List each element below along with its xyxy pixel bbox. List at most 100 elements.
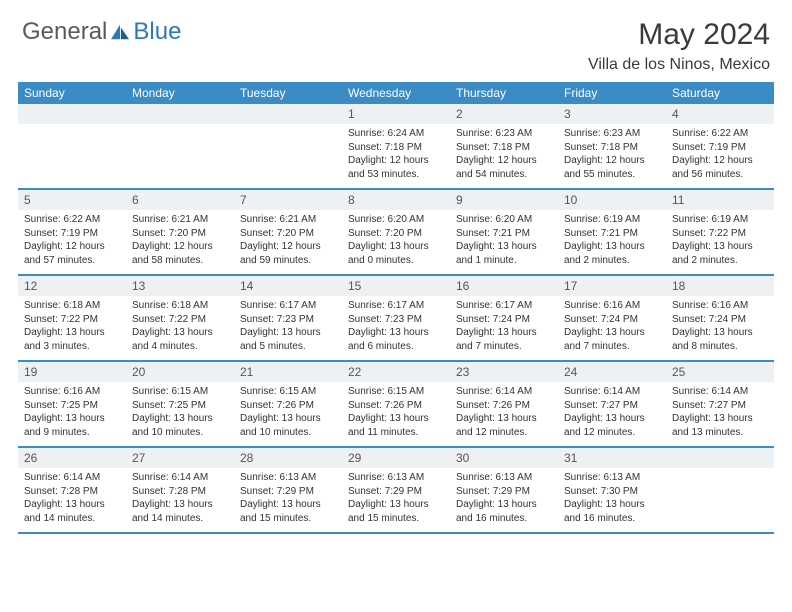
day-body: Sunrise: 6:20 AMSunset: 7:20 PMDaylight:… (342, 210, 450, 271)
day-cell: 23Sunrise: 6:14 AMSunset: 7:26 PMDayligh… (450, 362, 558, 446)
day-cell: 22Sunrise: 6:15 AMSunset: 7:26 PMDayligh… (342, 362, 450, 446)
day-cell: 14Sunrise: 6:17 AMSunset: 7:23 PMDayligh… (234, 276, 342, 360)
day-number: 24 (558, 362, 666, 382)
day-cell: 13Sunrise: 6:18 AMSunset: 7:22 PMDayligh… (126, 276, 234, 360)
weekday-thursday: Thursday (450, 82, 558, 104)
day-number: 1 (342, 104, 450, 124)
day-body: Sunrise: 6:13 AMSunset: 7:29 PMDaylight:… (450, 468, 558, 529)
day-number: 17 (558, 276, 666, 296)
weeks-container: 1Sunrise: 6:24 AMSunset: 7:18 PMDaylight… (18, 104, 774, 534)
weekday-header-row: SundayMondayTuesdayWednesdayThursdayFrid… (18, 82, 774, 104)
day-cell: 8Sunrise: 6:20 AMSunset: 7:20 PMDaylight… (342, 190, 450, 274)
day-body: Sunrise: 6:14 AMSunset: 7:28 PMDaylight:… (126, 468, 234, 529)
day-number: 11 (666, 190, 774, 210)
day-cell: 26Sunrise: 6:14 AMSunset: 7:28 PMDayligh… (18, 448, 126, 532)
weekday-saturday: Saturday (666, 82, 774, 104)
day-number: 22 (342, 362, 450, 382)
weekday-monday: Monday (126, 82, 234, 104)
day-body: Sunrise: 6:16 AMSunset: 7:25 PMDaylight:… (18, 382, 126, 443)
week-row: 1Sunrise: 6:24 AMSunset: 7:18 PMDaylight… (18, 104, 774, 190)
day-cell: 3Sunrise: 6:23 AMSunset: 7:18 PMDaylight… (558, 104, 666, 188)
day-number (126, 104, 234, 124)
day-number: 2 (450, 104, 558, 124)
day-number: 28 (234, 448, 342, 468)
day-cell: 28Sunrise: 6:13 AMSunset: 7:29 PMDayligh… (234, 448, 342, 532)
day-number: 15 (342, 276, 450, 296)
day-number: 30 (450, 448, 558, 468)
day-cell: 31Sunrise: 6:13 AMSunset: 7:30 PMDayligh… (558, 448, 666, 532)
day-body: Sunrise: 6:23 AMSunset: 7:18 PMDaylight:… (450, 124, 558, 185)
day-body: Sunrise: 6:14 AMSunset: 7:27 PMDaylight:… (558, 382, 666, 443)
day-cell: 4Sunrise: 6:22 AMSunset: 7:19 PMDaylight… (666, 104, 774, 188)
day-number: 13 (126, 276, 234, 296)
day-cell: 5Sunrise: 6:22 AMSunset: 7:19 PMDaylight… (18, 190, 126, 274)
day-body: Sunrise: 6:17 AMSunset: 7:23 PMDaylight:… (234, 296, 342, 357)
day-body: Sunrise: 6:24 AMSunset: 7:18 PMDaylight:… (342, 124, 450, 185)
location: Villa de los Ninos, Mexico (588, 56, 770, 74)
day-cell: 27Sunrise: 6:14 AMSunset: 7:28 PMDayligh… (126, 448, 234, 532)
day-cell: 18Sunrise: 6:16 AMSunset: 7:24 PMDayligh… (666, 276, 774, 360)
day-cell: 12Sunrise: 6:18 AMSunset: 7:22 PMDayligh… (18, 276, 126, 360)
day-body: Sunrise: 6:14 AMSunset: 7:28 PMDaylight:… (18, 468, 126, 529)
day-number: 5 (18, 190, 126, 210)
day-number: 3 (558, 104, 666, 124)
day-cell: 16Sunrise: 6:17 AMSunset: 7:24 PMDayligh… (450, 276, 558, 360)
day-number: 9 (450, 190, 558, 210)
day-body: Sunrise: 6:15 AMSunset: 7:25 PMDaylight:… (126, 382, 234, 443)
day-body: Sunrise: 6:20 AMSunset: 7:21 PMDaylight:… (450, 210, 558, 271)
logo-sail-icon (109, 23, 131, 41)
day-cell: 11Sunrise: 6:19 AMSunset: 7:22 PMDayligh… (666, 190, 774, 274)
day-number: 27 (126, 448, 234, 468)
day-number (18, 104, 126, 124)
day-cell: 1Sunrise: 6:24 AMSunset: 7:18 PMDaylight… (342, 104, 450, 188)
day-number (234, 104, 342, 124)
day-number: 18 (666, 276, 774, 296)
day-number: 8 (342, 190, 450, 210)
day-body: Sunrise: 6:22 AMSunset: 7:19 PMDaylight:… (18, 210, 126, 271)
day-cell: 2Sunrise: 6:23 AMSunset: 7:18 PMDaylight… (450, 104, 558, 188)
day-number: 29 (342, 448, 450, 468)
day-number: 7 (234, 190, 342, 210)
day-body: Sunrise: 6:15 AMSunset: 7:26 PMDaylight:… (234, 382, 342, 443)
weekday-wednesday: Wednesday (342, 82, 450, 104)
day-body: Sunrise: 6:16 AMSunset: 7:24 PMDaylight:… (558, 296, 666, 357)
day-cell: 25Sunrise: 6:14 AMSunset: 7:27 PMDayligh… (666, 362, 774, 446)
day-number: 25 (666, 362, 774, 382)
day-body: Sunrise: 6:15 AMSunset: 7:26 PMDaylight:… (342, 382, 450, 443)
day-number: 12 (18, 276, 126, 296)
weekday-friday: Friday (558, 82, 666, 104)
day-cell: 10Sunrise: 6:19 AMSunset: 7:21 PMDayligh… (558, 190, 666, 274)
day-body: Sunrise: 6:18 AMSunset: 7:22 PMDaylight:… (126, 296, 234, 357)
day-number: 10 (558, 190, 666, 210)
week-row: 19Sunrise: 6:16 AMSunset: 7:25 PMDayligh… (18, 362, 774, 448)
day-cell: 15Sunrise: 6:17 AMSunset: 7:23 PMDayligh… (342, 276, 450, 360)
day-cell: 20Sunrise: 6:15 AMSunset: 7:25 PMDayligh… (126, 362, 234, 446)
day-cell: 17Sunrise: 6:16 AMSunset: 7:24 PMDayligh… (558, 276, 666, 360)
day-body: Sunrise: 6:13 AMSunset: 7:30 PMDaylight:… (558, 468, 666, 529)
day-cell: 21Sunrise: 6:15 AMSunset: 7:26 PMDayligh… (234, 362, 342, 446)
day-number: 23 (450, 362, 558, 382)
day-number: 21 (234, 362, 342, 382)
day-cell: 19Sunrise: 6:16 AMSunset: 7:25 PMDayligh… (18, 362, 126, 446)
empty-day-cell (234, 104, 342, 188)
empty-day-cell (18, 104, 126, 188)
title-block: May 2024 Villa de los Ninos, Mexico (588, 18, 770, 74)
day-number: 16 (450, 276, 558, 296)
day-body: Sunrise: 6:13 AMSunset: 7:29 PMDaylight:… (234, 468, 342, 529)
day-body: Sunrise: 6:14 AMSunset: 7:26 PMDaylight:… (450, 382, 558, 443)
week-row: 12Sunrise: 6:18 AMSunset: 7:22 PMDayligh… (18, 276, 774, 362)
day-number: 6 (126, 190, 234, 210)
day-body: Sunrise: 6:19 AMSunset: 7:22 PMDaylight:… (666, 210, 774, 271)
day-number: 14 (234, 276, 342, 296)
day-cell: 6Sunrise: 6:21 AMSunset: 7:20 PMDaylight… (126, 190, 234, 274)
day-body: Sunrise: 6:16 AMSunset: 7:24 PMDaylight:… (666, 296, 774, 357)
day-number (666, 448, 774, 468)
calendar: SundayMondayTuesdayWednesdayThursdayFrid… (18, 82, 774, 534)
day-body: Sunrise: 6:22 AMSunset: 7:19 PMDaylight:… (666, 124, 774, 185)
day-body: Sunrise: 6:17 AMSunset: 7:23 PMDaylight:… (342, 296, 450, 357)
weekday-tuesday: Tuesday (234, 82, 342, 104)
day-cell: 9Sunrise: 6:20 AMSunset: 7:21 PMDaylight… (450, 190, 558, 274)
empty-day-cell (666, 448, 774, 532)
day-body: Sunrise: 6:23 AMSunset: 7:18 PMDaylight:… (558, 124, 666, 185)
day-body: Sunrise: 6:13 AMSunset: 7:29 PMDaylight:… (342, 468, 450, 529)
